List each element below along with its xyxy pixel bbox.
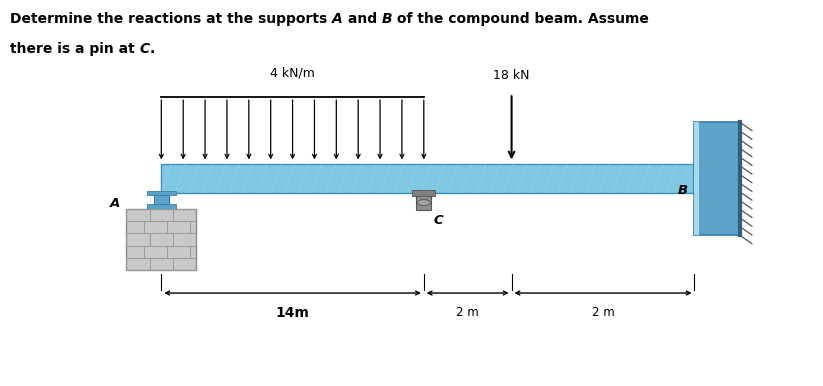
Bar — [161, 164, 695, 193]
Text: C: C — [140, 42, 150, 56]
Text: 4 kN/m: 4 kN/m — [270, 67, 315, 80]
Text: B: B — [382, 12, 393, 25]
Bar — [146, 191, 176, 195]
Text: C: C — [434, 214, 444, 227]
Text: 2 m: 2 m — [456, 306, 479, 320]
Text: .: . — [150, 42, 155, 56]
Bar — [416, 193, 431, 210]
Text: B: B — [678, 184, 688, 196]
Text: A: A — [109, 197, 120, 210]
Bar — [695, 122, 700, 235]
Bar — [154, 193, 169, 207]
Text: there is a pin at: there is a pin at — [10, 42, 140, 56]
Text: Determine the reactions at the supports: Determine the reactions at the supports — [10, 12, 332, 25]
Text: 18 kN: 18 kN — [493, 69, 530, 82]
Text: and: and — [342, 12, 382, 25]
Bar — [127, 209, 196, 270]
Circle shape — [417, 200, 430, 206]
Bar — [412, 190, 435, 196]
Bar — [695, 122, 740, 235]
Bar — [146, 204, 176, 209]
Text: 14m: 14m — [276, 306, 309, 320]
Text: A: A — [332, 12, 342, 25]
Text: 2 m: 2 m — [592, 306, 615, 320]
Text: of the compound beam. Assume: of the compound beam. Assume — [393, 12, 649, 25]
